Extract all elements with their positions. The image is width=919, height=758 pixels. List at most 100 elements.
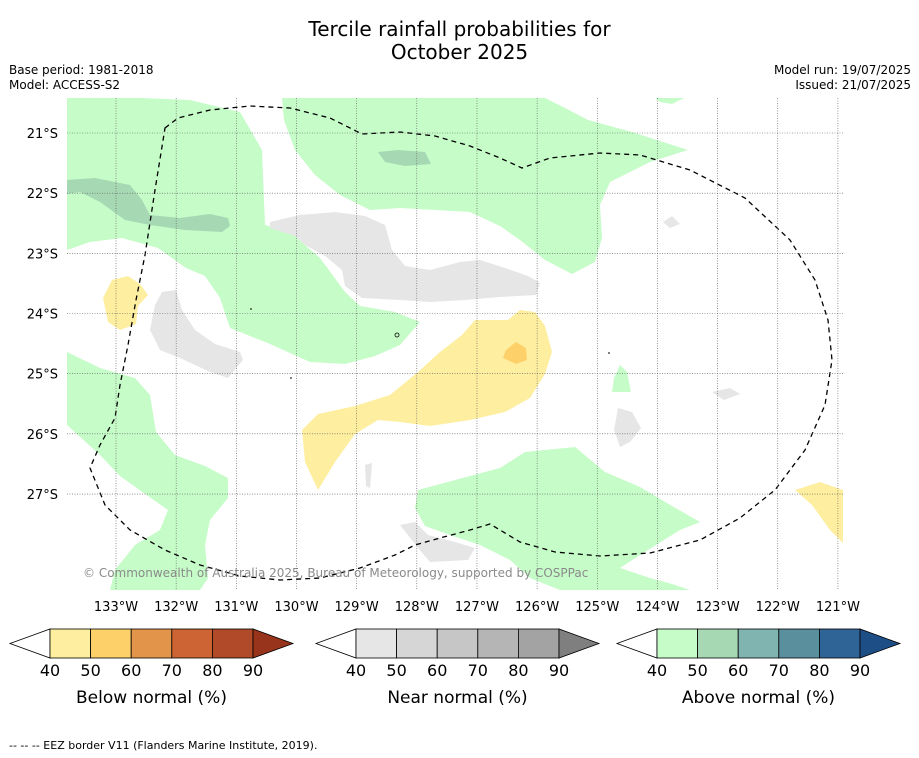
colorbar-segment [130, 628, 173, 659]
colorbar-segment [778, 628, 820, 659]
lat-tick-label: 27°S [27, 488, 58, 503]
colorbar-tick-label: 80 [508, 661, 528, 680]
colorbar-segment [90, 628, 132, 659]
colorbar-0: 40 50 60 70 80 90 Below normal (%) [8, 628, 295, 708]
near-normal-region-islet-b [712, 388, 740, 400]
data-artifact-a [394, 332, 400, 338]
colorbar-label: Near normal (%) [387, 688, 527, 708]
colorbar-tick-label: 90 [243, 661, 263, 680]
near-normal-region-east [614, 408, 641, 447]
below-normal-region-southeast [795, 482, 843, 543]
base-info: Base period: 1981-2018 Model: ACCESS-S2 [9, 63, 154, 93]
above-normal-region-south [415, 447, 700, 590]
above-normal-strong-region-north [378, 150, 431, 166]
lat-tick-label: 26°S [27, 428, 58, 443]
lon-tick-label: 121°W [816, 600, 860, 615]
colorbar-tick-label: 90 [850, 661, 870, 680]
lon-tick-label: 127°W [455, 600, 499, 615]
colorbars: 40 50 60 70 80 90 Below normal (%) 40 50 60 70 80 90… [8, 628, 902, 708]
colorbar-segment [518, 628, 560, 659]
below-normal-region-central [302, 310, 552, 490]
colorbar-max-extension [252, 628, 295, 659]
colorbar-max-extension [859, 628, 902, 659]
above-normal-region-west [67, 352, 228, 590]
lat-tick-label: 22°S [27, 187, 58, 202]
colorbar-label: Above normal (%) [682, 688, 835, 708]
colorbar-min-extension [8, 628, 51, 659]
lat-tick-label: 21°S [27, 127, 58, 142]
issued-date: Issued: 21/07/2025 [795, 78, 911, 92]
lon-tick-label: 124°W [635, 600, 679, 615]
map-title: Tercile rainfall probabilities for Octob… [0, 18, 919, 64]
colorbar-tick-label: 80 [202, 661, 222, 680]
colorbar-min-extension [314, 628, 357, 659]
colorbar-2: 40 50 60 70 80 90 Above normal (%) [615, 628, 902, 708]
colorbar-max-extension [558, 628, 601, 659]
eez-footer-note: -- -- -- EEZ border V11 (Flanders Marine… [9, 739, 318, 752]
longitude-labels: 133°W 132°W 131°W 130°W 129°W 128°W 127°W 126°W… [94, 600, 860, 615]
base-period: Base period: 1981-2018 [9, 63, 154, 77]
colorbar-segment [656, 628, 698, 659]
colorbar-segment [697, 628, 739, 659]
colorbar-tick-label: 90 [549, 661, 569, 680]
lat-tick-label: 25°S [27, 368, 58, 383]
near-normal-region-south [400, 522, 475, 562]
model-name: Model: ACCESS-S2 [9, 78, 121, 92]
colorbar-tick-label: 60 [121, 661, 141, 680]
colorbar-tick-label: 50 [386, 661, 406, 680]
above-normal-region-northwest [67, 98, 420, 364]
lat-tick-label: 23°S [27, 247, 58, 262]
colorbar-tick-label: 40 [647, 661, 667, 680]
run-info: Model run: 19/07/2025 Issued: 21/07/2025 [774, 63, 911, 93]
lon-tick-label: 129°W [335, 600, 379, 615]
model-run: Model run: 19/07/2025 [773, 63, 911, 77]
colorbar-segment [737, 628, 780, 659]
colorbar-segment [819, 628, 861, 659]
colorbar-tick-label: 60 [427, 661, 447, 680]
lon-tick-label: 133°W [94, 600, 138, 615]
colorbar-segment [211, 628, 254, 659]
lat-tick-label: 24°S [27, 308, 58, 323]
colorbar-tick-label: 50 [687, 661, 707, 680]
colorbar-segment [477, 628, 519, 659]
colorbar-segment [49, 628, 91, 659]
above-normal-strong-region-west [67, 178, 230, 232]
near-normal-region-west [150, 290, 243, 378]
colorbar-tick-label: 40 [346, 661, 366, 680]
map-gridlines [67, 98, 843, 590]
near-normal-region-islet-c [365, 463, 372, 488]
title-line-2: October 2025 [390, 40, 529, 64]
lon-tick-label: 131°W [214, 600, 258, 615]
colorbar-tick-label: 70 [162, 661, 182, 680]
colorbar-segment [171, 628, 213, 659]
lon-tick-label: 125°W [575, 600, 619, 615]
above-normal-region-islet [612, 365, 631, 392]
lon-tick-label: 128°W [395, 600, 439, 615]
colorbar-tick-label: 80 [809, 661, 829, 680]
colorbar-segment [355, 628, 397, 659]
colorbar-segment [396, 628, 438, 659]
colorbar-tick-label: 70 [468, 661, 488, 680]
colorbar-tick-label: 40 [40, 661, 60, 680]
colorbar-label: Below normal (%) [76, 688, 227, 708]
latitude-labels: 21°S 22°S 23°S 24°S 25°S 26°S 27°S [27, 127, 58, 503]
colorbar-min-extension [615, 628, 658, 659]
colorbar-segment [436, 628, 479, 659]
near-normal-region-central [270, 212, 540, 302]
colorbar-tick-label: 70 [769, 661, 789, 680]
map-panel: © Commonwealth of Australia 2025, Bureau… [67, 98, 843, 590]
lon-tick-label: 132°W [154, 600, 198, 615]
eez-border [89, 105, 833, 581]
copyright-text: © Commonwealth of Australia 2025, Bureau… [83, 566, 588, 580]
lon-tick-label: 123°W [696, 600, 740, 615]
lon-tick-label: 122°W [756, 600, 800, 615]
lon-tick-label: 126°W [515, 600, 559, 615]
below-normal-strong-region [503, 342, 527, 364]
title-line-1: Tercile rainfall probabilities for [308, 17, 611, 41]
lon-tick-label: 130°W [274, 600, 318, 615]
near-normal-region-islet-a [663, 216, 680, 228]
colorbar-1: 40 50 60 70 80 90 Near normal (%) [314, 628, 601, 708]
colorbar-tick-label: 50 [80, 661, 100, 680]
above-normal-region-north [282, 98, 688, 274]
